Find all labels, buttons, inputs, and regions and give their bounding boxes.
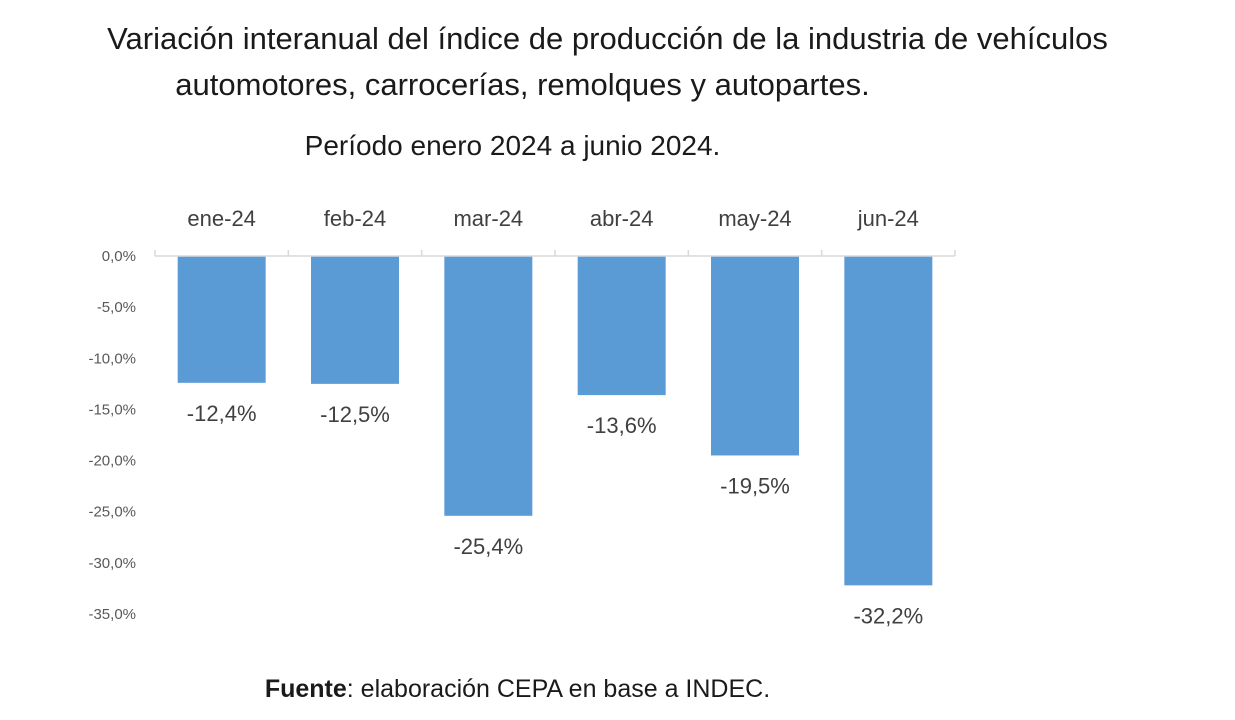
y-tick-label: -15,0% (88, 401, 136, 418)
y-tick-label: -25,0% (88, 504, 136, 521)
source-text: : elaboración CEPA en base a INDEC. (346, 675, 771, 703)
data-label: -25,4% (453, 534, 523, 559)
source-note: Fuente: elaboración CEPA en base a INDEC… (0, 672, 1135, 706)
data-label: -13,6% (587, 413, 657, 438)
y-tick-label: -30,0% (88, 555, 136, 572)
y-tick-label: -35,0% (88, 606, 136, 623)
chart-subtitle: Período enero 2024 a junio 2024. (304, 130, 721, 161)
bar (577, 256, 666, 396)
chart-title-line1: Variación interanual del índice de produ… (107, 21, 1108, 56)
data-label: -12,4% (187, 401, 257, 426)
category-label: feb-24 (324, 206, 386, 231)
category-label: abr-24 (590, 206, 654, 231)
y-tick-label: -10,0% (88, 350, 136, 367)
bar (311, 256, 399, 384)
category-label: ene-24 (187, 206, 256, 231)
bar (711, 256, 799, 456)
y-tick-label: -5,0% (97, 299, 136, 316)
data-label: -19,5% (720, 473, 790, 498)
y-tick-label: -20,0% (88, 453, 136, 470)
bar (844, 256, 933, 586)
category-label: jun-24 (857, 206, 919, 231)
category-label: may-24 (718, 206, 791, 231)
y-tick-label: 0,0% (102, 248, 136, 265)
bar (177, 256, 266, 383)
chart-title-line2: automotores, carrocerías, remolques y au… (175, 67, 870, 102)
data-label: -12,5% (320, 402, 390, 427)
bar (444, 256, 533, 516)
source-label: Fuente (264, 675, 347, 703)
category-label: mar-24 (453, 206, 523, 231)
data-label: -32,2% (853, 603, 923, 628)
